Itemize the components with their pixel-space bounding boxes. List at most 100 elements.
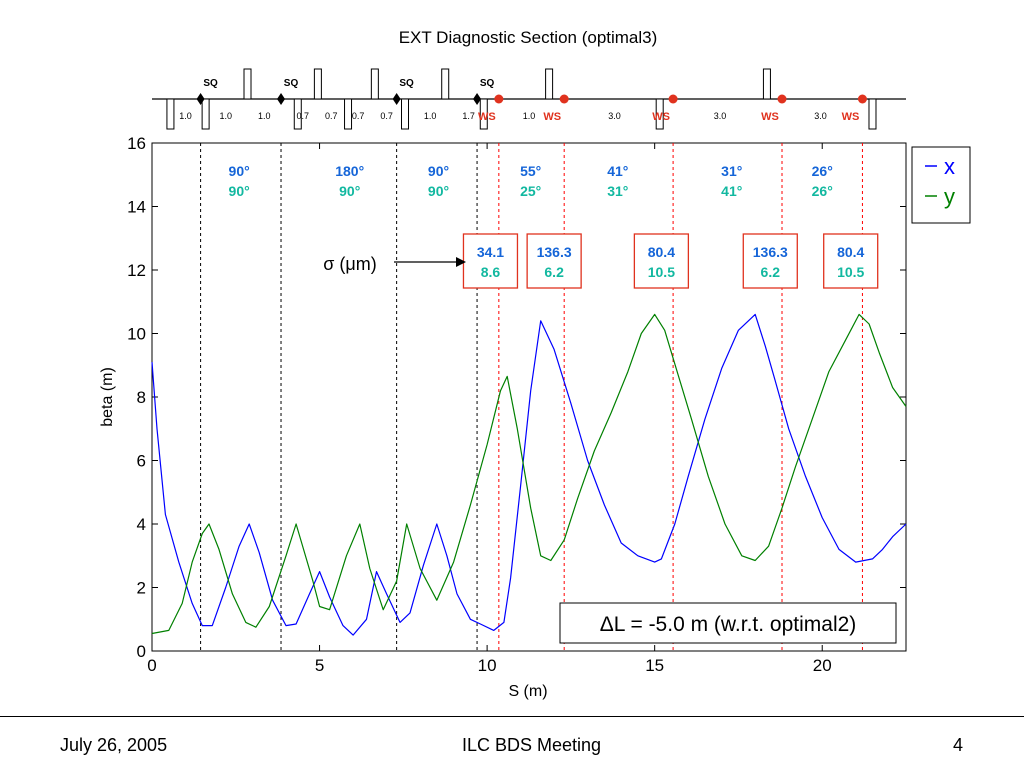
- phase-y-label-6: 26°: [812, 183, 833, 199]
- magnet-down-1: [201, 98, 210, 130]
- sq-marker-1: [277, 93, 286, 105]
- sigma-arrow-head: [456, 257, 466, 267]
- x-tick-label-0: 0: [147, 656, 156, 675]
- annotation-box: [559, 602, 897, 644]
- drift-length-9: 1.0: [523, 111, 536, 121]
- drift-length-7: 1.0: [424, 111, 437, 121]
- magnet-up-6: [370, 68, 379, 100]
- ws-label-4: WS: [842, 111, 860, 123]
- footer-page-number: 4: [953, 735, 964, 755]
- phase-x-label-5: 31°: [721, 163, 742, 179]
- chart-title: EXT Diagnostic Section (optimal3): [399, 28, 658, 47]
- phase-y-label-2: 90°: [428, 183, 449, 199]
- y-tick-label-7: 14: [127, 198, 146, 217]
- phase-y-label-1: 90°: [339, 183, 360, 199]
- y-tick-label-6: 12: [127, 261, 146, 280]
- ws-label-1: WS: [543, 111, 561, 123]
- sigma-y-value-3: 6.2: [761, 264, 781, 280]
- sq-label-2: SQ: [399, 78, 414, 89]
- ws-marker-4: [857, 94, 867, 104]
- sigma-x-value-2: 80.4: [648, 244, 675, 260]
- phase-x-label-3: 55°: [520, 163, 541, 179]
- sigma-box-2: [633, 233, 690, 289]
- sigma-x-value-3: 136.3: [753, 244, 788, 260]
- sq-marker-3: [473, 93, 482, 105]
- drift-length-3: 0.7: [297, 111, 310, 121]
- sigma-box-1: [526, 233, 582, 289]
- drift-length-0: 1.0: [179, 111, 192, 121]
- phase-y-label-3: 25°: [520, 183, 541, 199]
- magnet-down-3: [293, 98, 302, 130]
- drift-length-10: 3.0: [608, 111, 621, 121]
- phase-x-label-4: 41°: [607, 163, 628, 179]
- phase-y-label-4: 31°: [607, 183, 628, 199]
- magnet-up-4: [313, 68, 322, 100]
- y-tick-label-1: 2: [137, 579, 146, 598]
- drift-length-5: 0.7: [352, 111, 365, 121]
- magnet-down-11: [655, 98, 664, 130]
- ws-marker-2: [668, 94, 678, 104]
- y-tick-label-8: 16: [127, 134, 146, 153]
- phase-x-label-0: 90°: [229, 163, 250, 179]
- drift-length-11: 3.0: [714, 111, 727, 121]
- beta-function-chart: EXT Diagnostic Section (optimal3) SQ SQ SQ S…: [99, 28, 971, 700]
- magnet-down-0: [166, 98, 175, 130]
- series-line-y: [151, 313, 907, 635]
- magnet-down-9: [479, 98, 488, 130]
- sigma-x-value-0: 34.1: [477, 244, 504, 260]
- sigma-y-value-0: 8.6: [481, 264, 501, 280]
- x-tick-label-3: 15: [645, 656, 664, 675]
- ws-label-3: WS: [761, 111, 779, 123]
- y-tick-label-5: 10: [127, 325, 146, 344]
- y-tick-label-2: 4: [137, 515, 146, 534]
- x-tick-label-1: 5: [315, 656, 324, 675]
- sq-marker-2: [392, 93, 401, 105]
- sigma-label: σ (μm): [323, 254, 376, 274]
- series-line-x: [151, 313, 907, 636]
- footer-date: July 26, 2005: [60, 735, 168, 755]
- sq-marker-0: [196, 93, 205, 105]
- delta-l-annotation: ΔL = -5.0 m (w.r.t. optimal2): [600, 613, 857, 636]
- y-axis-label: beta (m): [99, 367, 116, 427]
- sigma-y-value-4: 10.5: [837, 264, 864, 280]
- phase-y-label-5: 41°: [721, 183, 742, 199]
- phase-x-label-6: 26°: [812, 163, 833, 179]
- ws-marker-3: [777, 94, 787, 104]
- x-tick-label-2: 10: [478, 656, 497, 675]
- sigma-x-value-4: 80.4: [837, 244, 864, 260]
- ws-marker-1: [559, 94, 569, 104]
- footer-divider: [0, 716, 1024, 717]
- sq-label-0: SQ: [203, 78, 218, 89]
- footer-meeting: ILC BDS Meeting: [462, 735, 602, 755]
- sigma-box-0: [462, 233, 519, 289]
- magnet-up-8: [441, 68, 450, 100]
- ws-marker-0: [494, 94, 504, 104]
- drift-length-8: 1.7: [462, 111, 475, 121]
- sigma-box-4: [823, 233, 879, 289]
- sigma-y-value-2: 10.5: [648, 264, 675, 280]
- magnet-down-13: [868, 98, 877, 130]
- drift-length-6: 0.7: [380, 111, 393, 121]
- magnet-up-12: [762, 68, 771, 100]
- y-tick-label-3: 6: [137, 452, 146, 471]
- drift-length-12: 3.0: [814, 111, 827, 121]
- sigma-y-value-1: 6.2: [544, 264, 564, 280]
- drift-length-1: 1.0: [219, 111, 232, 121]
- magnet-up-10: [545, 68, 554, 100]
- ws-label-0: WS: [478, 111, 496, 123]
- phase-x-label-2: 90°: [428, 163, 449, 179]
- sigma-x-value-1: 136.3: [537, 244, 572, 260]
- phase-x-label-1: 180°: [335, 163, 364, 179]
- magnet-up-2: [243, 68, 252, 100]
- legend-label-y: y: [944, 184, 955, 209]
- y-tick-label-0: 0: [137, 642, 146, 661]
- x-tick-label-4: 20: [813, 656, 832, 675]
- magnet-down-7: [401, 98, 410, 130]
- phase-y-label-0: 90°: [229, 183, 250, 199]
- legend-label-x: x: [944, 154, 955, 179]
- ws-label-2: WS: [652, 111, 670, 123]
- drift-length-4: 0.7: [325, 111, 338, 121]
- sq-label-3: SQ: [480, 78, 495, 89]
- drift-length-2: 1.0: [258, 111, 271, 121]
